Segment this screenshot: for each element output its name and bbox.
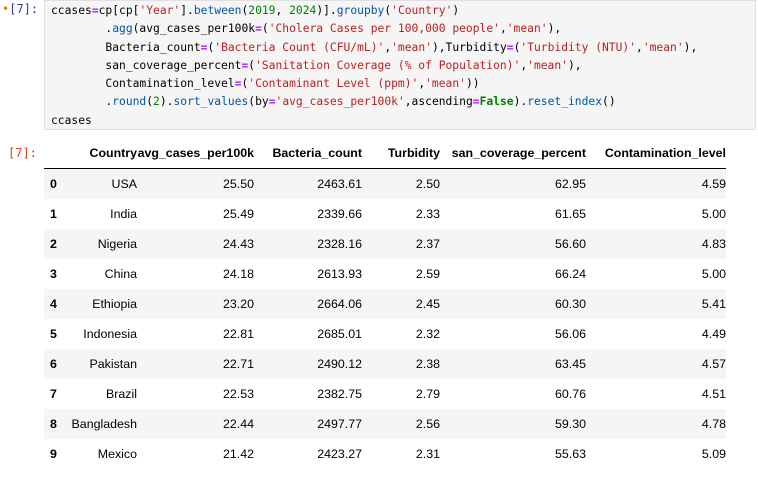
table-cell: 4.51 xyxy=(701,387,726,401)
table-cell: 2.32 xyxy=(415,327,440,341)
table-cell: 21.42 xyxy=(222,447,254,461)
table-cell: 66.24 xyxy=(554,267,586,281)
modified-dot-icon: • xyxy=(2,2,10,16)
table-cell: 4.49 xyxy=(701,327,726,341)
code-editor[interactable] xyxy=(44,0,756,130)
table-cell: Bangladesh xyxy=(71,417,137,431)
table-cell: 56.06 xyxy=(554,327,586,341)
table-cell: 2613.93 xyxy=(317,267,362,281)
table-cell: 2339.66 xyxy=(317,207,362,221)
output-prompt: [7]: xyxy=(8,146,37,160)
table-row: 9 Mexico 21.42 2423.27 2.31 55.63 5.09 xyxy=(44,439,726,469)
table-row: 2 Nigeria 24.43 2328.16 2.37 56.60 4.83 xyxy=(44,229,726,259)
row-index: 3 xyxy=(50,267,57,281)
table-cell: Brazil xyxy=(106,387,137,401)
table-cell: 2.56 xyxy=(415,417,440,431)
table-cell: 5.00 xyxy=(701,207,726,221)
table-cell: 60.76 xyxy=(554,387,586,401)
table-cell: 5.00 xyxy=(701,267,726,281)
table-cell: USA xyxy=(111,177,137,191)
dataframe-output: Country avg_cases_per100k Bacteria_count Tu… xyxy=(44,138,726,469)
table-cell: 24.18 xyxy=(222,267,254,281)
table-cell: India xyxy=(110,207,137,221)
table-cell: 2.59 xyxy=(415,267,440,281)
table-row: 1 India 25.49 2339.66 2.33 61.65 5.00 xyxy=(44,199,726,229)
table-row: 8 Bangladesh 22.44 2497.77 2.56 59.30 4.78 xyxy=(44,409,726,439)
table-cell: 4.57 xyxy=(701,357,726,371)
table-cell: 2463.61 xyxy=(317,177,362,191)
table-cell: 2328.16 xyxy=(317,237,362,251)
table-cell: 23.20 xyxy=(222,297,254,311)
table-cell: 22.44 xyxy=(222,417,254,431)
table-row: 5 Indonesia 22.81 2685.01 2.32 56.06 4.49 xyxy=(44,319,726,349)
table-cell: 60.30 xyxy=(554,297,586,311)
table-cell: 2382.75 xyxy=(317,387,362,401)
table-cell: 4.59 xyxy=(701,177,726,191)
table-cell: 4.78 xyxy=(701,417,726,431)
row-index: 9 xyxy=(50,447,57,461)
row-index: 5 xyxy=(50,327,57,341)
column-header: san_coverage_percent xyxy=(440,138,586,169)
table-cell: 2.37 xyxy=(415,237,440,251)
column-header: Country xyxy=(71,138,137,169)
table-cell: 61.65 xyxy=(554,207,586,221)
table-cell: Ethiopia xyxy=(92,297,137,311)
row-index: 6 xyxy=(50,357,57,371)
table-row: 0 USA 25.50 2463.61 2.50 62.95 4.59 xyxy=(44,168,726,199)
table-row: 4 Ethiopia 23.20 2664.06 2.45 60.30 5.41 xyxy=(44,289,726,319)
table-header-row: Country avg_cases_per100k Bacteria_count Tu… xyxy=(44,138,726,169)
table-cell: 2664.06 xyxy=(317,297,362,311)
table-cell: 2.38 xyxy=(415,357,440,371)
table-cell: Indonesia xyxy=(83,327,137,341)
table-cell: 5.09 xyxy=(701,447,726,461)
table-cell: 22.53 xyxy=(222,387,254,401)
table-row: 7 Brazil 22.53 2382.75 2.79 60.76 4.51 xyxy=(44,379,726,409)
row-index: 1 xyxy=(50,207,57,221)
column-header xyxy=(44,138,71,169)
table-cell: 2490.12 xyxy=(317,357,362,371)
table-cell: Pakistan xyxy=(89,357,137,371)
table-row: 6 Pakistan 22.71 2490.12 2.38 63.45 4.57 xyxy=(44,349,726,379)
table-cell: 2497.77 xyxy=(317,417,362,431)
row-index: 7 xyxy=(50,387,57,401)
code-text[interactable]: ccases=cp[cp['Year'].between(2019, 2024)… xyxy=(51,4,698,127)
table-cell: 25.50 xyxy=(222,177,254,191)
input-prompt: •[7]: xyxy=(2,2,39,16)
table-cell: 5.41 xyxy=(701,297,726,311)
row-index: 2 xyxy=(50,237,57,251)
table-cell: 2.33 xyxy=(415,207,440,221)
row-index: 8 xyxy=(50,417,57,431)
table-cell: 2685.01 xyxy=(317,327,362,341)
table-cell: China xyxy=(104,267,137,281)
table-cell: 22.71 xyxy=(222,357,254,371)
table-cell: Nigeria xyxy=(97,237,137,251)
table-cell: 4.83 xyxy=(701,237,726,251)
column-header: Contamination_level xyxy=(586,138,726,169)
table-cell: 2423.27 xyxy=(317,447,362,461)
row-index: 4 xyxy=(50,297,57,311)
table-row: 3 China 24.18 2613.93 2.59 66.24 5.00 xyxy=(44,259,726,289)
table-cell: 56.60 xyxy=(554,237,586,251)
table-cell: 55.63 xyxy=(554,447,586,461)
table-cell: 62.95 xyxy=(554,177,586,191)
table-cell: Mexico xyxy=(97,447,137,461)
table-cell: 24.43 xyxy=(222,237,254,251)
column-header: avg_cases_per100k xyxy=(137,138,254,169)
column-header: Turbidity xyxy=(362,138,440,169)
table-cell: 2.45 xyxy=(415,297,440,311)
table-cell: 59.30 xyxy=(554,417,586,431)
column-header: Bacteria_count xyxy=(254,138,362,169)
table-cell: 22.81 xyxy=(222,327,254,341)
table-cell: 25.49 xyxy=(222,207,254,221)
table-cell: 63.45 xyxy=(554,357,586,371)
table-cell: 2.79 xyxy=(415,387,440,401)
table-cell: 2.50 xyxy=(415,177,440,191)
table-cell: 2.31 xyxy=(415,447,440,461)
row-index: 0 xyxy=(50,177,57,191)
